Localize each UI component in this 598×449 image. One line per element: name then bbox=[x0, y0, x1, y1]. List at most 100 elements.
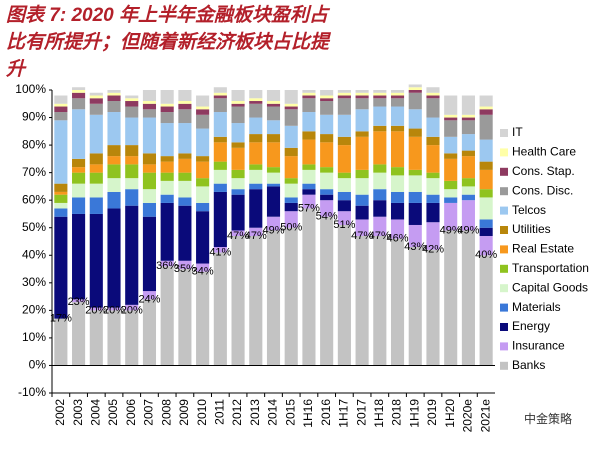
bar-segment bbox=[213, 169, 227, 184]
bar-segment bbox=[89, 172, 103, 184]
bar-segment bbox=[337, 172, 351, 179]
bar-segment bbox=[408, 90, 422, 93]
legend-label: Insurance bbox=[512, 339, 565, 353]
bar-segment bbox=[390, 125, 405, 132]
bar-segment bbox=[426, 117, 440, 137]
data-label: 57% bbox=[298, 202, 320, 214]
bar-segment bbox=[284, 106, 298, 110]
bar-segment bbox=[107, 101, 121, 113]
y-tick-label: 100% bbox=[15, 82, 46, 96]
bar-segment bbox=[284, 90, 298, 104]
legend-label: Cons. Stap. bbox=[512, 164, 575, 178]
x-tick-label: 2016 bbox=[319, 399, 333, 426]
bar-segment bbox=[54, 194, 68, 203]
data-label: 20% bbox=[103, 304, 125, 316]
bar-segment bbox=[125, 164, 139, 179]
bar-segment bbox=[160, 172, 174, 181]
bar-segment bbox=[320, 167, 334, 173]
legend-label: Telcos bbox=[512, 203, 546, 217]
bar-segment bbox=[426, 172, 440, 179]
x-tick-label: 2011 bbox=[213, 399, 227, 425]
data-label: 36% bbox=[156, 260, 178, 272]
bar-segment bbox=[142, 117, 157, 154]
bar-segment bbox=[213, 98, 227, 113]
bar-segment bbox=[373, 235, 387, 366]
x-tick-label: 2018 bbox=[390, 399, 404, 426]
bar-segment bbox=[178, 123, 192, 154]
bar-segment bbox=[444, 120, 458, 137]
bar-segment bbox=[426, 194, 440, 203]
bar-segment bbox=[302, 183, 316, 190]
bar-segment bbox=[231, 235, 245, 366]
bar-segment bbox=[54, 95, 68, 104]
bar-segment bbox=[160, 112, 174, 124]
bar-segment bbox=[444, 197, 458, 203]
bar-segment bbox=[337, 178, 351, 192]
bar-segment bbox=[373, 200, 387, 217]
bar-segment bbox=[266, 120, 281, 135]
bar-segment bbox=[408, 92, 422, 110]
bar-segment bbox=[320, 194, 334, 201]
bar-segment bbox=[196, 263, 210, 272]
bar-segment bbox=[213, 191, 227, 248]
bar-segment bbox=[461, 95, 475, 115]
bar-segment bbox=[408, 175, 422, 192]
bar-segment bbox=[266, 90, 281, 102]
bar-segment bbox=[408, 169, 422, 176]
bar-segment bbox=[178, 109, 192, 124]
bar-segment bbox=[266, 167, 281, 173]
bar-segment bbox=[213, 183, 227, 192]
data-label: 24% bbox=[138, 293, 160, 305]
data-label: 41% bbox=[209, 246, 231, 258]
bar-segment bbox=[337, 136, 351, 146]
bar-segment bbox=[196, 186, 210, 203]
bar-segment bbox=[302, 92, 316, 96]
bar-segment bbox=[160, 90, 174, 104]
bar-segment bbox=[89, 183, 103, 198]
data-label: 49% bbox=[440, 224, 462, 236]
bar-segment bbox=[479, 227, 493, 236]
bar-segment bbox=[196, 95, 210, 107]
bar-segment bbox=[54, 191, 68, 195]
bar-segment bbox=[213, 87, 227, 93]
data-label: 20% bbox=[85, 304, 107, 316]
bar-segment bbox=[390, 175, 405, 192]
bar-segment bbox=[178, 180, 192, 198]
bar-segment bbox=[390, 167, 405, 176]
bar-segment bbox=[355, 235, 369, 366]
bar-segment bbox=[320, 142, 334, 168]
bar-segment bbox=[249, 189, 263, 228]
legend-label: Banks bbox=[512, 358, 545, 372]
bar-segment bbox=[284, 109, 298, 126]
bar-segment bbox=[196, 106, 210, 110]
bar-segment bbox=[107, 112, 121, 146]
legend-label: Materials bbox=[512, 300, 561, 314]
bar-segment bbox=[408, 224, 422, 248]
bar-segment bbox=[337, 95, 351, 99]
bar-segment bbox=[89, 98, 103, 104]
bar-segment bbox=[461, 156, 475, 179]
bar-segment bbox=[479, 235, 493, 256]
bar-segment bbox=[213, 247, 227, 253]
bar-segment bbox=[54, 183, 68, 192]
x-tick-label: 2009 bbox=[177, 399, 191, 426]
data-label: 47% bbox=[351, 230, 373, 242]
bar-segment bbox=[479, 161, 493, 170]
bar-segment bbox=[231, 103, 245, 107]
bar-segment bbox=[72, 92, 86, 99]
bar-segment bbox=[355, 219, 369, 236]
bar-segment bbox=[72, 167, 86, 173]
bar-segment bbox=[196, 114, 210, 129]
bar-segment bbox=[320, 95, 334, 99]
bar-segment bbox=[444, 230, 458, 366]
x-tick-label: 2012 bbox=[230, 399, 244, 426]
bar-segment bbox=[444, 95, 458, 115]
bar-segment bbox=[373, 189, 387, 201]
bar-segment bbox=[213, 252, 227, 366]
bar-segment bbox=[284, 197, 298, 203]
bar-segment bbox=[160, 106, 174, 113]
bar-segment bbox=[178, 103, 192, 110]
legend-swatch bbox=[500, 264, 508, 273]
x-tick-label: 2006 bbox=[124, 399, 138, 426]
bar-segment bbox=[266, 103, 281, 107]
